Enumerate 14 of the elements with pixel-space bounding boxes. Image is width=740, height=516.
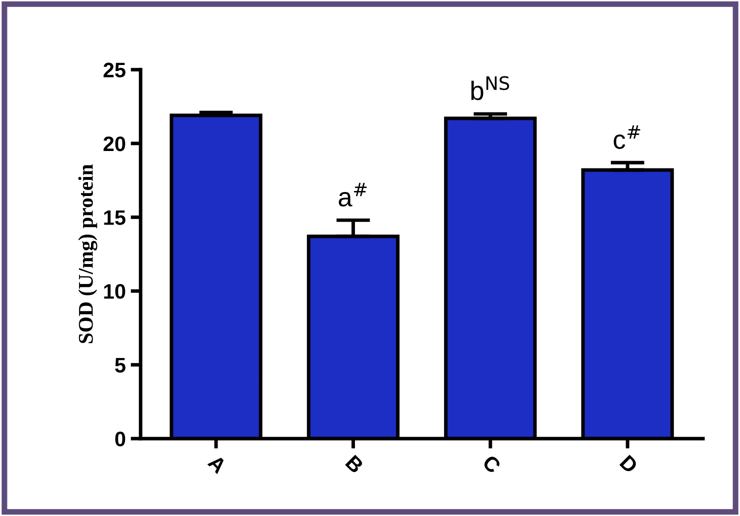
x-tick-label: B bbox=[345, 454, 364, 474]
x-tick-label: A bbox=[207, 454, 228, 474]
y-tick-label: 10 bbox=[104, 284, 126, 299]
y-axis-title: SOD (U/mg) protein bbox=[78, 164, 98, 344]
y-tick-label: 0 bbox=[115, 432, 126, 446]
annotation: a$^{#}$ bbox=[338, 182, 367, 207]
annotation: b$^{NS}$ bbox=[471, 76, 510, 100]
y-tick-label: 25 bbox=[104, 62, 126, 78]
annotation: c$^{#}$ bbox=[614, 125, 640, 149]
y-tick-label: 15 bbox=[104, 210, 126, 225]
x-tick-label: D bbox=[619, 454, 639, 474]
x-tick-label: C bbox=[482, 454, 502, 474]
y-tick-label: 20 bbox=[104, 136, 126, 152]
y-tick-label: 5 bbox=[115, 358, 126, 373]
